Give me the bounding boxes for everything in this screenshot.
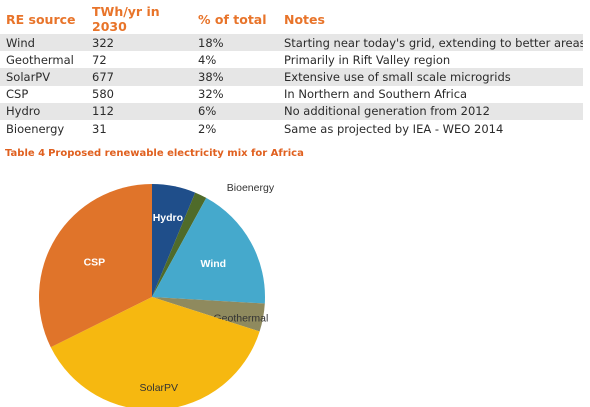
table-row: Bioenergy 31 2% Same as projected by IEA… (0, 119, 583, 138)
cell-percent: 32% (192, 85, 278, 103)
pie-label-wind: Wind (201, 258, 227, 270)
cell-twh: 31 (86, 119, 192, 138)
cell-source: Hydro (0, 102, 86, 120)
cell-source: CSP (0, 85, 86, 103)
cell-percent: 18% (192, 34, 278, 52)
cell-notes: Extensive use of small scale microgrids (278, 68, 583, 86)
cell-notes: Primarily in Rift Valley region (278, 51, 583, 69)
cell-twh: 677 (86, 68, 192, 86)
cell-notes: In Northern and Southern Africa (278, 85, 583, 103)
table-caption: Table 4 Proposed renewable electricity mi… (5, 148, 304, 159)
table-row: CSP 580 32% In Northern and Southern Afr… (0, 85, 583, 103)
header-re-source: RE source (6, 11, 76, 27)
header-percent: % of total (198, 11, 267, 27)
header-notes: Notes (284, 11, 325, 27)
pie-slice-csp (38, 183, 152, 348)
cell-percent: 38% (192, 68, 278, 86)
cell-source: SolarPV (0, 68, 86, 86)
header-twh: TWh/yr in 2030 (92, 4, 160, 34)
caption-number: Table 4 (5, 148, 46, 159)
pie-slice-hydro (152, 184, 196, 297)
cell-percent: 4% (192, 51, 278, 69)
re-mix-table: RE source TWh/yr in 2030 % of total Note… (0, 4, 583, 138)
table-row: SolarPV 677 38% Extensive use of small s… (0, 68, 583, 86)
cell-twh: 580 (86, 85, 192, 103)
cell-notes: No additional generation from 2012 (278, 102, 583, 120)
cell-source: Bioenergy (0, 119, 86, 138)
table-row: Hydro 112 6% No additional generation fr… (0, 102, 583, 120)
pie-slice-bioenergy (152, 192, 207, 297)
cell-twh: 322 (86, 34, 192, 52)
cell-source: Geothermal (0, 51, 86, 69)
pie-label-hydro: Hydro (153, 212, 183, 224)
table-header-row: RE source TWh/yr in 2030 % of total Note… (0, 4, 583, 34)
pie-slice-wind (152, 197, 265, 304)
cell-percent: 6% (192, 102, 278, 120)
cell-notes: Starting near today's grid, extending to… (278, 34, 583, 52)
pie-slice-geothermal (152, 297, 265, 332)
table-row: Geothermal 72 4% Primarily in Rift Valle… (0, 51, 583, 69)
cell-source: Wind (0, 34, 86, 52)
caption-text: Proposed renewable electricity mix for A… (48, 148, 304, 159)
pie-label-solarpv: SolarPV (140, 382, 179, 394)
pie-label-csp: CSP (84, 256, 106, 268)
cell-twh: 72 (86, 51, 192, 69)
cell-twh: 112 (86, 102, 192, 120)
cell-notes: Same as projected by IEA - WEO 2014 (278, 119, 583, 138)
pie-slice-solarpv (50, 297, 260, 407)
table-row: Wind 322 18% Starting near today's grid,… (0, 34, 583, 52)
cell-percent: 2% (192, 119, 278, 138)
pie-label-bioenergy: Bioenergy (227, 182, 275, 194)
